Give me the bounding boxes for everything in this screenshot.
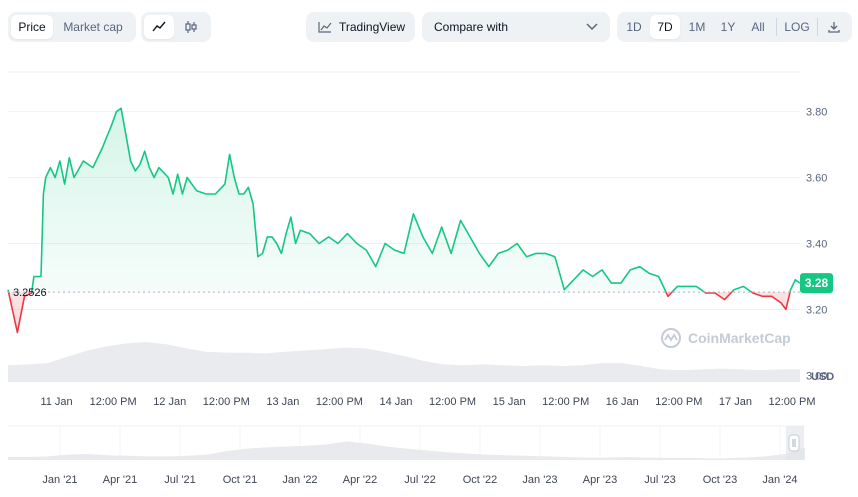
x-tick-label: 12:00 PM xyxy=(203,396,250,408)
chevron-down-icon xyxy=(586,23,598,31)
time-range-toggle: 1D 7D 1M 1Y All LOG xyxy=(617,12,852,42)
tab-price[interactable]: Price xyxy=(11,15,53,39)
navigator-tick-label: Apr '21 xyxy=(103,474,138,486)
x-tick-label: 12:00 PM xyxy=(316,396,363,408)
chart-type-toggle xyxy=(141,12,211,42)
watermark-text: CoinMarketCap xyxy=(688,330,791,346)
coinmarketcap-logo-icon xyxy=(661,328,681,348)
x-tick-label: 12:00 PM xyxy=(542,396,589,408)
y-tick-label: 3.60 xyxy=(806,173,827,185)
range-navigator: Jan '21 Apr '21 Jul '21 Oct '21 Jan '22 Apr '… xyxy=(8,425,805,486)
range-1m[interactable]: 1M xyxy=(688,20,706,34)
navigator-tick-label: Jan '24 xyxy=(762,474,797,486)
x-tick-label: 16 Jan xyxy=(606,396,639,408)
line-chart-icon[interactable] xyxy=(144,15,174,39)
x-tick-label: 12 Jan xyxy=(153,396,186,408)
drag-handle-icon[interactable] xyxy=(788,434,800,452)
tradingview-label: TradingView xyxy=(339,20,406,34)
navigator-tick-label: Apr '22 xyxy=(343,474,378,486)
x-tick-label: 14 Jan xyxy=(379,396,412,408)
navigator-tick-label: Jan '21 xyxy=(42,474,77,486)
navigator-tick-label: Jul '21 xyxy=(164,474,195,486)
navigator-tick-label: Jan '22 xyxy=(282,474,317,486)
x-tick-label: 12:00 PM xyxy=(768,396,815,408)
candlestick-icon[interactable] xyxy=(176,15,206,39)
navigator-tick-label: Oct '21 xyxy=(223,474,258,486)
price-line xyxy=(7,107,801,334)
tab-market-cap[interactable]: Market cap xyxy=(63,20,123,34)
navigator-area xyxy=(8,441,805,460)
price-line-up xyxy=(7,107,801,293)
x-tick-label: 12:00 PM xyxy=(655,396,702,408)
baseline: 3.2526 3.28 xyxy=(8,273,833,299)
compare-with-select[interactable]: Compare with xyxy=(422,12,610,42)
x-tick-label: 13 Jan xyxy=(266,396,299,408)
navigator-tick-label: Jul '22 xyxy=(404,474,435,486)
range-1y[interactable]: 1Y xyxy=(720,20,736,34)
price-area xyxy=(8,108,800,333)
volume-area xyxy=(8,342,800,382)
y-axis-unit: USD xyxy=(811,371,834,383)
x-tick-label: 11 Jan xyxy=(40,396,72,408)
navigator-tick-label: Apr '23 xyxy=(583,474,618,486)
tradingview-icon xyxy=(318,21,332,33)
toolbar-divider xyxy=(817,18,818,36)
compare-with-label: Compare with xyxy=(434,20,509,34)
tradingview-button[interactable]: TradingView xyxy=(306,12,415,42)
y-tick-label: 3.80 xyxy=(806,107,827,119)
x-tick-label: 12:00 PM xyxy=(429,396,476,408)
current-price-label: 3.28 xyxy=(805,276,829,290)
navigator-tick-label: Oct '23 xyxy=(703,474,738,486)
coinmarketcap-watermark: CoinMarketCap xyxy=(661,328,791,348)
x-tick-label: 15 Jan xyxy=(493,396,526,408)
volume-bars xyxy=(8,342,800,382)
y-tick-label: 3.20 xyxy=(806,304,827,316)
current-price-badge xyxy=(800,273,833,294)
baseline-label: 3.2526 xyxy=(13,287,47,299)
toolbar-divider xyxy=(776,18,777,36)
range-1d[interactable]: 1D xyxy=(626,20,642,34)
x-tick-label: 17 Jan xyxy=(719,396,752,408)
y-tick-label: 3.00 xyxy=(806,370,827,382)
range-all[interactable]: All xyxy=(751,20,765,34)
y-axis: 3.00 3.20 3.40 3.60 3.80 USD xyxy=(806,107,834,383)
x-axis: 11 Jan 12:00 PM 12 Jan 12:00 PM 13 Jan 12:00 … xyxy=(40,396,815,408)
area-above-baseline xyxy=(8,108,800,293)
log-scale-toggle[interactable]: LOG xyxy=(784,20,810,34)
navigator-tick-label: Jul '23 xyxy=(644,474,675,486)
navigator-tick-label: Jan '23 xyxy=(522,474,557,486)
download-icon[interactable] xyxy=(822,15,846,39)
range-7d[interactable]: 7D xyxy=(650,15,680,39)
navigator-tick-label: Oct '22 xyxy=(463,474,498,486)
y-tick-label: 3.40 xyxy=(806,238,827,250)
price-marketcap-toggle: Price Market cap xyxy=(8,12,136,42)
x-tick-label: 12:00 PM xyxy=(90,396,137,408)
